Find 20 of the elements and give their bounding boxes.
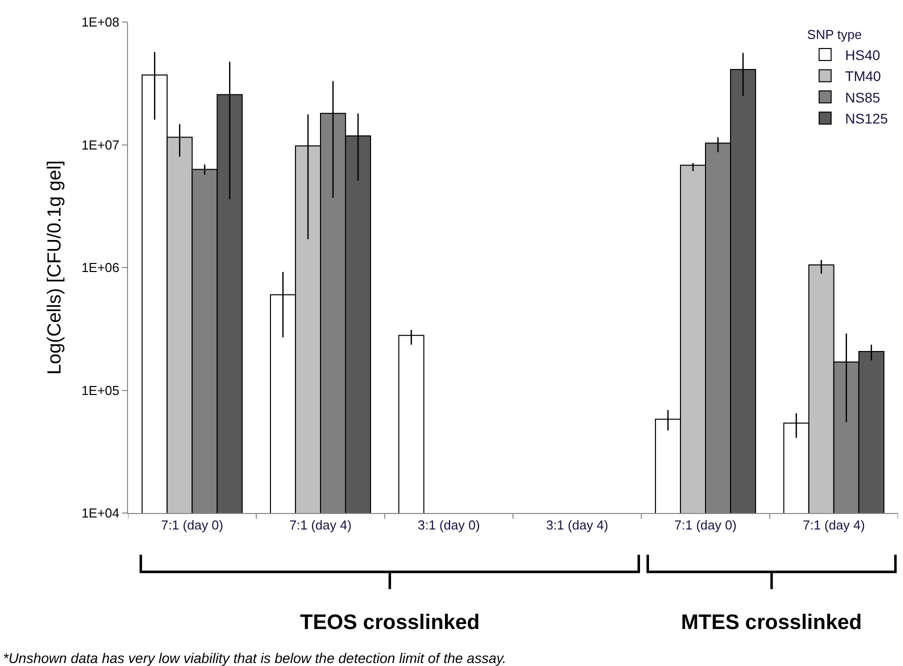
- legend-label: TM40: [845, 68, 882, 84]
- x-tick-label: 7:1 (day 4): [289, 518, 352, 533]
- x-tick-label: 7:1 (day 0): [161, 518, 224, 533]
- y-tick-label: 1E+07: [81, 137, 120, 152]
- text: MTES crosslinked: [681, 611, 862, 634]
- y-axis-title: Log(Cells) [CFU/0.1g gel]: [44, 160, 66, 375]
- y-tick-label: 1E+06: [81, 260, 120, 276]
- legend-title: SNP type: [807, 26, 862, 42]
- x-tick-label: 7:1 (day 4): [802, 518, 865, 533]
- y-tick-label: 1E+04: [81, 506, 120, 521]
- legend-label: HS40: [845, 46, 880, 63]
- legend-label: NS85: [845, 89, 880, 106]
- text: *Unshown data has very low viability that is below the detection limit of the assay.: [3, 650, 506, 666]
- x-tick-label: 3:1 (day 4): [546, 518, 608, 533]
- x-tick-label: 7:1 (day 0): [674, 518, 737, 533]
- y-tick-label: 1E+08: [81, 14, 120, 30]
- x-tick-label: 3:1 (day 0): [418, 518, 480, 533]
- legend-label: NS125: [845, 110, 888, 127]
- y-tick-label: 1E+05: [81, 382, 120, 398]
- text: TEOS crosslinked: [300, 611, 480, 634]
